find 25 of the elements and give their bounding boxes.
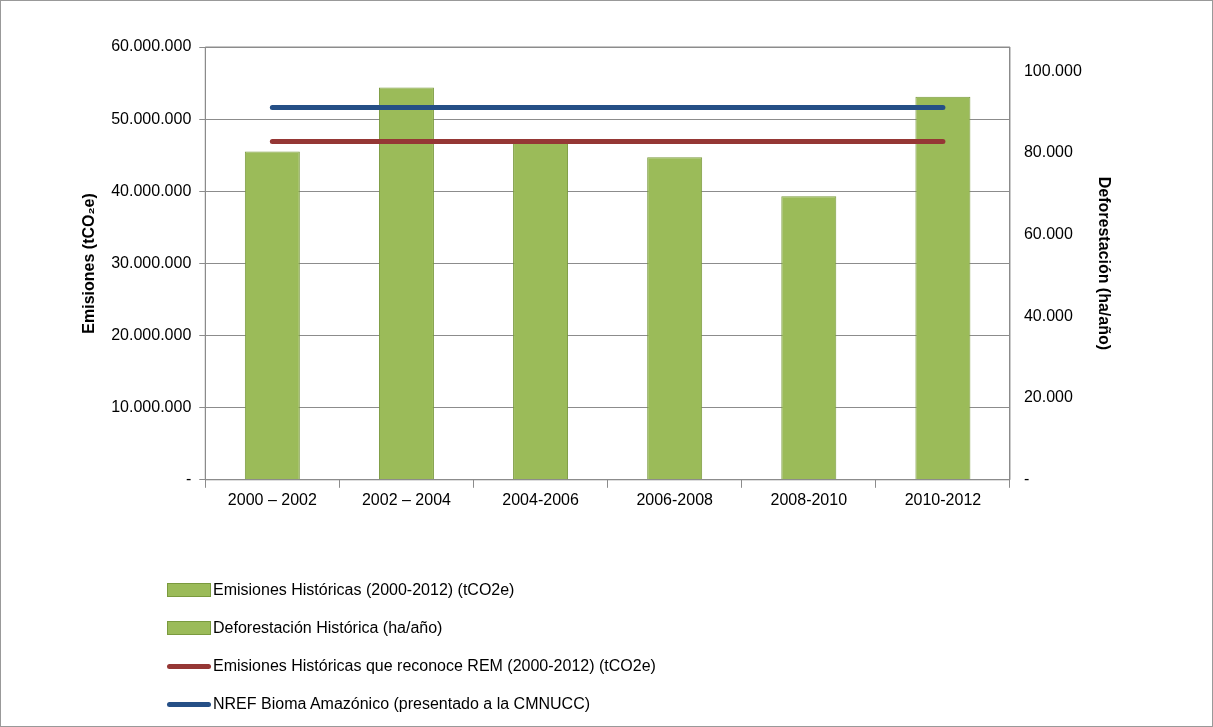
y-axis-title: Emisiones (tCO₂e): [80, 193, 98, 334]
y-tick-label: 50.000.000: [111, 109, 192, 127]
y2-tick-label: 100.000: [1023, 61, 1082, 79]
x-tick-label: 2000 – 2002: [227, 490, 317, 508]
x-tick-label: 2006-2008: [636, 490, 714, 508]
y2-axis-title: Deforestación (ha/año): [1095, 176, 1113, 351]
x-tick-label: 2002 – 2004: [361, 490, 452, 508]
x-tick-label: 2004-2006: [502, 490, 579, 508]
x-tick-label: 2008-2010: [770, 490, 848, 508]
y-tick-label: 20.000.000: [111, 325, 192, 343]
legend-label: NREF Bioma Amazónico (presentado a la CMNUCC): [213, 695, 591, 713]
y2-tick-label: 80.000: [1023, 143, 1073, 161]
y-tick-label: 60.000.000: [111, 37, 192, 55]
legend-label: Deforestación Histórica (ha/año): [213, 619, 443, 637]
y2-tick-label: 20.000: [1023, 388, 1073, 406]
y2-tick-label: 60.000: [1023, 224, 1073, 242]
y-tick-label: -: [185, 470, 192, 488]
y-tick-label: 30.000.000: [111, 253, 192, 271]
y-tick-label: 10.000.000: [111, 398, 192, 416]
x-tick-label: 2010-2012: [904, 490, 982, 508]
y2-tick-label: 40.000: [1023, 306, 1073, 324]
legend-label: Emisiones Históricas que reconoce REM (2000-2012) (tCO2e): [213, 657, 656, 675]
y2-tick-label: -: [1023, 470, 1030, 488]
y-tick-label: 40.000.000: [111, 181, 192, 199]
legend-label: Emisiones Históricas (2000-2012) (tCO2e): [213, 581, 515, 599]
